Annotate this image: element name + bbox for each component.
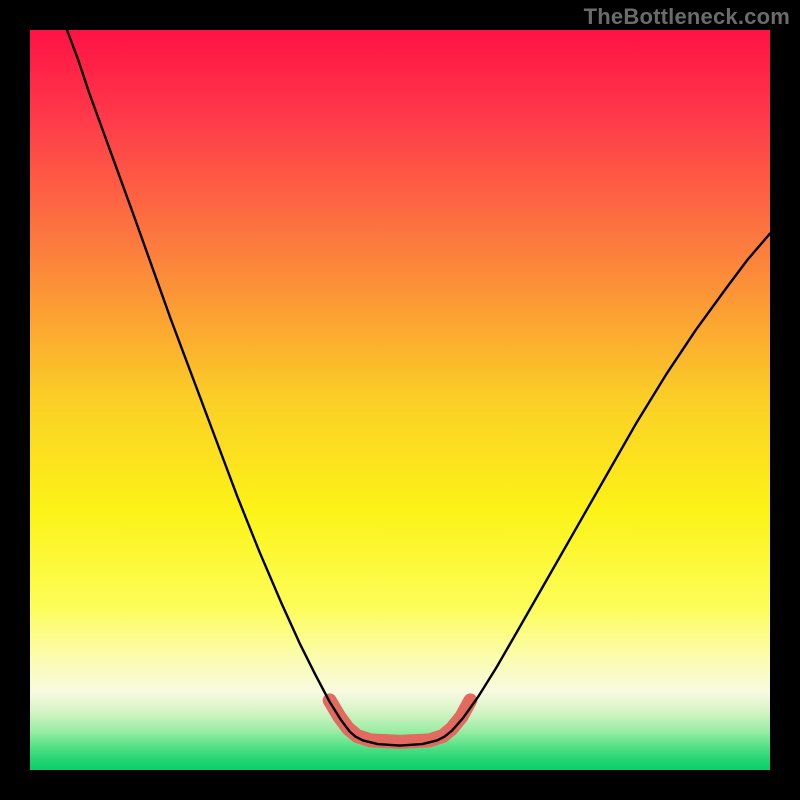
chart-frame: TheBottleneck.com (0, 0, 800, 800)
watermark-text: TheBottleneck.com (584, 4, 790, 30)
plot-area (30, 30, 770, 770)
bottleneck-highlight-segment (330, 700, 471, 741)
bottleneck-curve (67, 30, 770, 746)
curve-layer (30, 30, 770, 770)
